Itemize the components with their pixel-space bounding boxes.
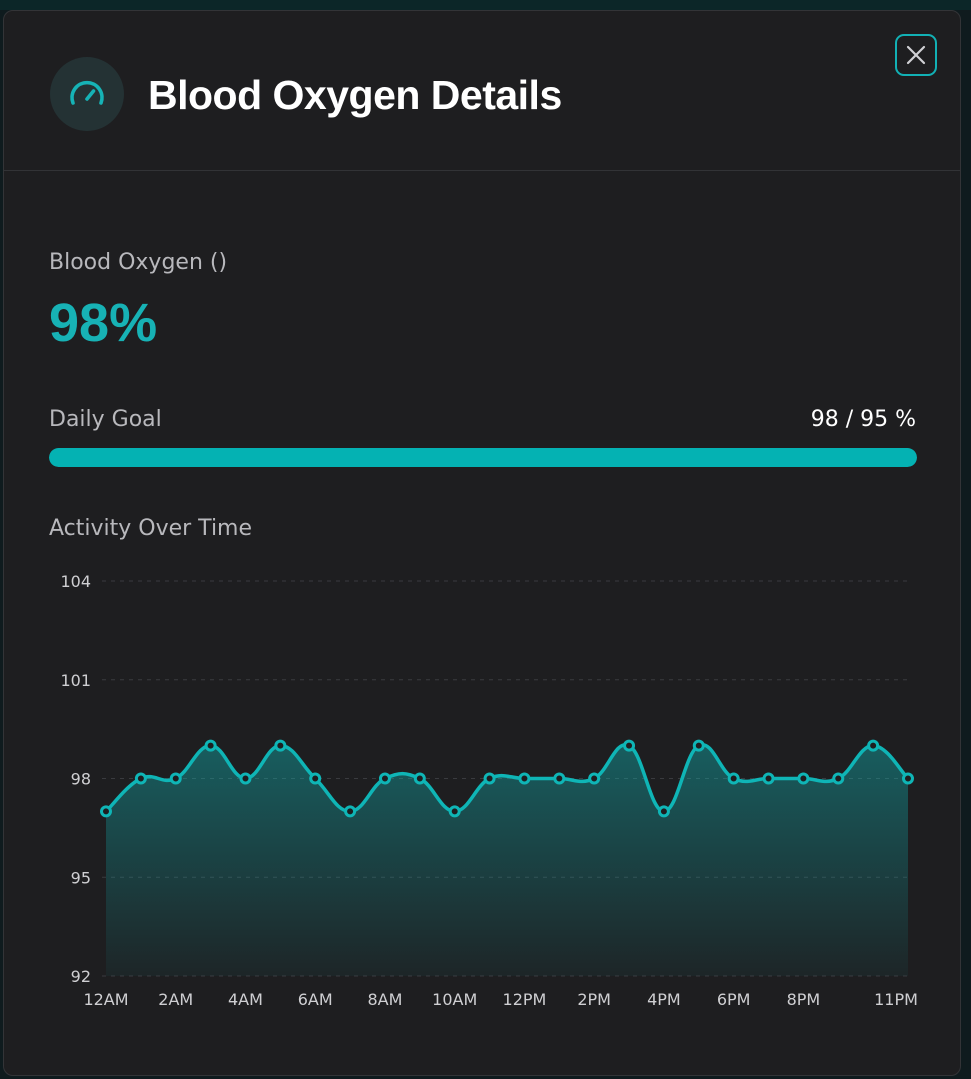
data-point[interactable] xyxy=(588,772,601,785)
data-point[interactable] xyxy=(100,805,112,818)
chart-section-label: Activity Over Time xyxy=(49,516,253,541)
gauge-icon-badge xyxy=(50,57,124,131)
x-tick-label: 8AM xyxy=(367,990,402,1009)
x-tick-label: 10AM xyxy=(432,990,477,1009)
x-tick-label: 4PM xyxy=(647,990,681,1009)
background-bar xyxy=(0,0,971,10)
data-point[interactable] xyxy=(448,805,461,818)
data-point[interactable] xyxy=(309,772,322,785)
x-tick-label: 6PM xyxy=(717,990,751,1009)
data-point[interactable] xyxy=(867,739,880,752)
data-point[interactable] xyxy=(797,772,810,785)
x-tick-label: 2AM xyxy=(158,990,193,1009)
details-modal: Blood Oxygen Details Blood Oxygen () 98%… xyxy=(3,10,961,1076)
data-point[interactable] xyxy=(378,772,391,785)
close-button[interactable] xyxy=(895,34,937,76)
y-tick-label: 98 xyxy=(71,770,91,789)
data-point[interactable] xyxy=(274,739,287,752)
y-tick-label: 95 xyxy=(71,868,91,887)
area-fill xyxy=(106,744,908,976)
y-tick-label: 104 xyxy=(60,572,91,591)
x-tick-label: 6AM xyxy=(298,990,333,1009)
metric-value: 98% xyxy=(49,293,158,353)
goal-progress-fill xyxy=(49,448,917,467)
data-point[interactable] xyxy=(483,772,496,785)
data-point[interactable] xyxy=(657,805,670,818)
data-point[interactable] xyxy=(204,739,217,752)
data-point[interactable] xyxy=(902,772,914,785)
data-point[interactable] xyxy=(692,739,705,752)
data-point[interactable] xyxy=(553,772,566,785)
x-tick-label: 4AM xyxy=(228,990,263,1009)
x-tick-label: 11PM xyxy=(874,990,918,1009)
data-point[interactable] xyxy=(762,772,775,785)
x-tick-label: 12AM xyxy=(83,990,128,1009)
y-tick-label: 92 xyxy=(71,967,91,986)
data-point[interactable] xyxy=(344,805,357,818)
goal-value: 98 / 95 % xyxy=(810,407,916,432)
activity-chart: 92 95 98 101 104 12AM 2AM 4AM 6AM 8AM 10AM 12PM 2PM 4… xyxy=(60,572,918,1009)
gauge-icon xyxy=(70,80,104,105)
metric-label: Blood Oxygen () xyxy=(49,250,228,275)
x-tick-label: 2PM xyxy=(577,990,611,1009)
data-point[interactable] xyxy=(623,739,636,752)
x-tick-label: 8PM xyxy=(787,990,821,1009)
data-point[interactable] xyxy=(239,772,252,785)
data-point[interactable] xyxy=(832,772,845,785)
goal-progress-bar xyxy=(49,448,917,467)
data-point[interactable] xyxy=(169,772,182,785)
modal-title: Blood Oxygen Details xyxy=(148,72,562,118)
goal-label: Daily Goal xyxy=(49,407,162,432)
data-point[interactable] xyxy=(518,772,531,785)
modal-header: Blood Oxygen Details xyxy=(4,11,960,171)
data-point[interactable] xyxy=(134,772,147,785)
close-icon xyxy=(906,45,926,65)
y-tick-label: 101 xyxy=(60,671,91,690)
x-tick-label: 12PM xyxy=(503,990,547,1009)
data-point[interactable] xyxy=(727,772,740,785)
data-point[interactable] xyxy=(413,772,426,785)
